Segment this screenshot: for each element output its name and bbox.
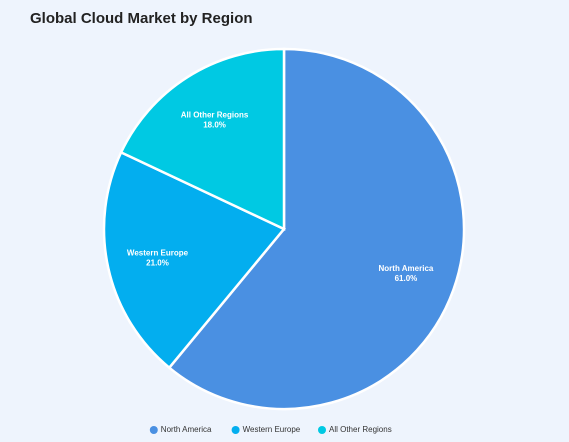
legend: North America Western Europe All Other Reg… xyxy=(149,425,392,434)
pie-slice xyxy=(167,47,466,411)
chart-title: Global Cloud Market by Region xyxy=(30,10,253,27)
slice-value-label: 21.0% xyxy=(146,258,169,267)
legend-label[interactable]: Western Europe xyxy=(243,425,301,434)
slice-value-label: 18.0% xyxy=(203,121,226,130)
pie-slice xyxy=(119,47,286,231)
pie-slice xyxy=(102,150,286,370)
legend-marker[interactable] xyxy=(318,426,326,434)
slice-label: Western Europe xyxy=(127,248,189,257)
legend-marker[interactable] xyxy=(231,426,240,434)
legend-label[interactable]: North America xyxy=(161,425,212,434)
slice-value-label: 61.0% xyxy=(395,274,418,283)
slice-label: North America xyxy=(379,264,434,273)
legend-marker[interactable] xyxy=(149,426,158,434)
legend-label[interactable]: All Other Regions xyxy=(329,425,392,434)
slice-label: All Other Regions xyxy=(181,111,249,120)
